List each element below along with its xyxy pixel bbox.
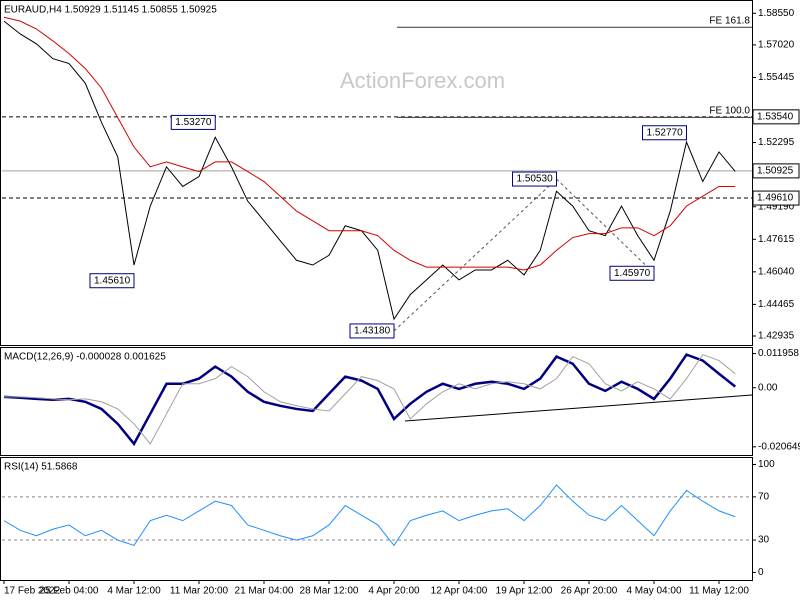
x-tick-label: 19 Apr 12:00 [496,586,553,597]
series-line [3,20,736,321]
x-tick-label: 4 May 04:00 [626,586,681,597]
rsi-panel [0,457,753,581]
macd-panel [0,347,753,456]
y-tick-label: 1.42935 [758,331,795,342]
annotation-box [512,171,557,187]
annotation-label: 1.45610 [94,275,131,286]
x-tick-label: 11 Mar 20:00 [170,586,229,597]
x-tick-label: 12 Apr 04:00 [431,586,488,597]
y-tick-label: 100 [758,459,775,470]
annotation-label: 1.50530 [517,174,554,185]
x-tick-label: 26 Apr 20:00 [561,586,618,597]
y-tick-label: 0 [758,567,764,578]
level-label-box [752,109,800,125]
level-label: 1.53540 [757,111,794,122]
y-tick-label: 1.44465 [758,299,795,310]
macd-trendline [404,394,753,422]
annotation-box [642,125,687,141]
x-tick-label: 17 Feb 2022 [4,586,61,597]
series-line [4,353,736,445]
series-line [3,16,736,271]
x-tick-label: 21 Mar 04:00 [235,586,294,597]
price-panel [0,0,753,346]
y-tick-label: 0.00 [758,382,778,393]
current-price-box [752,163,800,179]
y-tick-label: 70 [758,492,770,503]
macd-title: MACD(12,26,9) -0.000028 0.001625 [4,352,166,363]
series-line [3,353,737,447]
annotation-box [609,265,655,281]
x-tick-label: 25 Feb 04:00 [40,586,99,597]
fib-line [556,178,655,274]
rsi-title: RSI(14) 51.5868 [4,462,78,473]
y-tick-label: 1.49190 [758,201,795,212]
y-tick-label: 1.52295 [758,137,795,148]
x-tick-label: 4 Apr 20:00 [368,586,420,597]
x-tick-label: 11 May 12:00 [689,586,749,597]
x-tick-label: 28 Mar 12:00 [300,586,359,597]
annotation-label: 1.43180 [354,326,391,337]
fe-label: FE 100.0 [709,105,750,116]
y-tick-label: 30 [758,535,770,546]
y-tick-label: 1.46040 [758,266,795,277]
y-tick-label: 1.58550 [758,8,795,19]
fib-line [393,178,557,332]
watermark: ActionForex.com [340,68,505,93]
x-tick-label: 4 Mar 12:00 [107,586,161,597]
y-tick-label: 1.55445 [758,72,795,83]
current-price-label: 1.50925 [757,166,794,177]
level-label-box [752,190,800,206]
y-tick-label: 1.47615 [758,234,795,245]
series-line [3,484,736,547]
annotation-label: 1.45970 [614,268,651,279]
symbol-line: EURAUD,H4 1.50929 1.51145 1.50855 1.5092… [4,5,217,16]
y-tick-label: 1.57020 [758,40,795,51]
annotation-label: 1.53270 [175,117,212,128]
annotation-label: 1.52770 [647,127,684,138]
annotation-box [349,323,395,339]
annotation-box [89,273,135,289]
fe-label: FE 161.8 [709,15,750,26]
annotation-box [170,114,216,130]
y-tick-label: 0.011958 [758,348,799,359]
y-tick-label: -0.020649 [758,441,800,452]
level-label: 1.49610 [757,193,794,204]
